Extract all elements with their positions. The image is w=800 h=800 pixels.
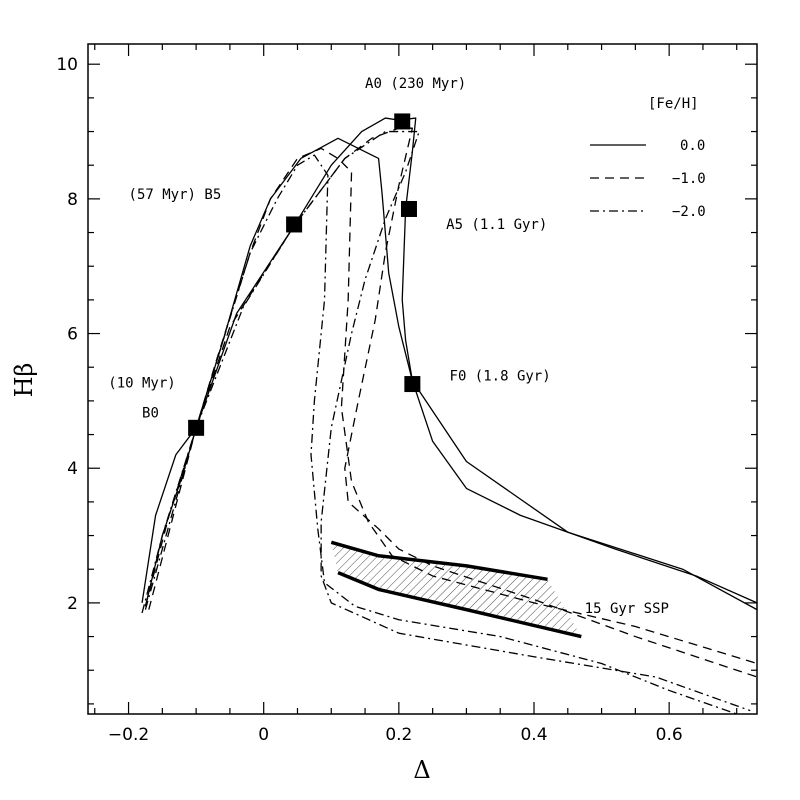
legend-label-1: −1.0 bbox=[672, 171, 706, 187]
marker-square-2 bbox=[394, 113, 411, 130]
x-tick-label: 0.4 bbox=[520, 725, 547, 745]
annotation-1: (57 Myr) B5 bbox=[129, 187, 222, 203]
ssp-line-1 bbox=[337, 570, 582, 639]
series-line-4-dashdot bbox=[141, 154, 737, 714]
y-tick-label: 10 bbox=[56, 55, 78, 75]
annotation-6: 15 Gyr SSP bbox=[585, 601, 669, 617]
y-tick-label: 4 bbox=[67, 459, 78, 479]
annotation-layer: A0 (230 Myr) (57 Myr) B5 A5 (1.1 Gyr) (10 M… bbox=[108, 76, 669, 617]
x-tick-label: 0.2 bbox=[385, 725, 412, 745]
marker-layer bbox=[188, 113, 421, 436]
y-tick-label: 8 bbox=[67, 190, 78, 210]
marker-square-0 bbox=[188, 419, 205, 436]
series-layer bbox=[141, 117, 757, 714]
annotation-3: (10 Myr) bbox=[108, 375, 175, 391]
series-line-5-dashdot bbox=[144, 130, 751, 712]
x-axis-title: Δ bbox=[413, 756, 430, 784]
marker-square-3 bbox=[400, 200, 417, 217]
marker-square-1 bbox=[286, 216, 303, 233]
tick-layer bbox=[88, 44, 757, 714]
annotation-2: A5 (1.1 Gyr) bbox=[446, 217, 547, 233]
series-line-1-solid bbox=[144, 117, 757, 611]
plot-frame bbox=[87, 43, 758, 715]
marker-square-4 bbox=[404, 376, 421, 393]
x-tick-label: 0.6 bbox=[656, 725, 683, 745]
annotation-0: A0 (230 Myr) bbox=[365, 76, 466, 92]
annotation-4: B0 bbox=[142, 406, 159, 422]
ssp-layer bbox=[330, 540, 582, 639]
y-axis-title: Hβ bbox=[10, 363, 38, 398]
x-tick-label: −0.2 bbox=[108, 725, 149, 745]
legend-title: [Fe/H] bbox=[648, 96, 699, 112]
y-tick-label: 6 bbox=[67, 325, 78, 345]
series-line-3-dashed bbox=[148, 127, 757, 678]
y-tick-label: 2 bbox=[67, 594, 78, 614]
legend: [Fe/H] 0.0 −1.0 −2.0 bbox=[590, 96, 706, 220]
annotation-5: F0 (1.8 Gyr) bbox=[450, 369, 551, 385]
x-tick-label: 0 bbox=[258, 725, 269, 745]
tick-label-layer: −0.2 0 0.2 0.4 0.6 2 4 6 8 10 bbox=[56, 55, 682, 745]
series-line-2-dashed bbox=[144, 147, 757, 665]
legend-label-2: −2.0 bbox=[672, 204, 706, 220]
legend-label-0: 0.0 bbox=[680, 138, 705, 154]
ssp-hatched-region bbox=[331, 542, 582, 637]
